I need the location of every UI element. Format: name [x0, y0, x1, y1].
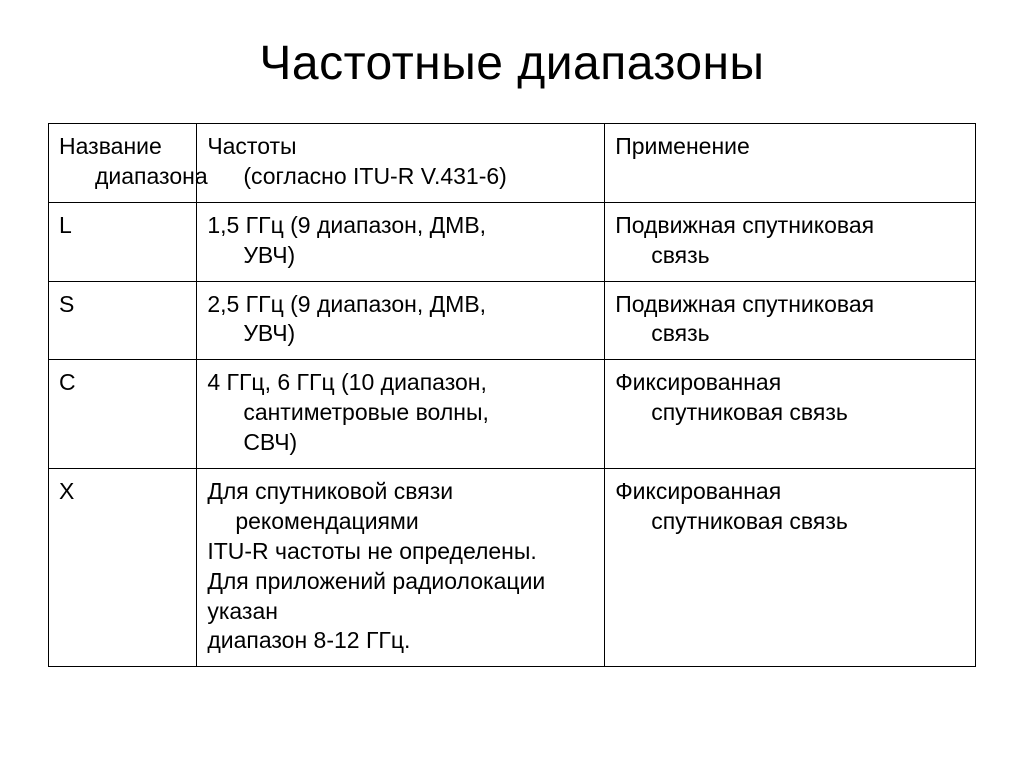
app-line: связь — [615, 241, 965, 271]
cell-freq: Для спутниковой связи рекомендациями ITU… — [197, 469, 605, 667]
header-freq-line1: Частоты — [207, 132, 594, 162]
cell-band: S — [49, 281, 197, 360]
cell-freq: 1,5 ГГц (9 диапазон, ДМВ, УВЧ) — [197, 202, 605, 281]
app-line: Фиксированная — [615, 368, 965, 398]
header-cell-app: Применение — [605, 124, 976, 203]
cell-band: L — [49, 202, 197, 281]
page-title: Частотные диапазоны — [48, 36, 976, 91]
app-line: Фиксированная — [615, 477, 965, 507]
app-line: Подвижная спутниковая — [615, 211, 965, 241]
header-app-text: Применение — [615, 132, 965, 162]
freq-line: диапазон 8-12 ГГц. — [207, 626, 594, 656]
cell-app: Подвижная спутниковая связь — [605, 281, 976, 360]
cell-freq: 4 ГГц, 6 ГГц (10 диапазон, сантиметровые… — [197, 360, 605, 469]
header-cell-freq: Частоты (согласно ITU-R V.431-6) — [197, 124, 605, 203]
table-row: X Для спутниковой связи рекомендациями I… — [49, 469, 976, 667]
freq-line: 2,5 ГГц (9 диапазон, ДМВ, — [207, 290, 594, 320]
cell-app: Фиксированная спутниковая связь — [605, 360, 976, 469]
slide: Частотные диапазоны Название диапазона Ч… — [0, 0, 1024, 767]
freq-line: 1,5 ГГц (9 диапазон, ДМВ, — [207, 211, 594, 241]
header-cell-band: Название диапазона — [49, 124, 197, 203]
freq-line: 4 ГГц, 6 ГГц (10 диапазон, — [207, 368, 594, 398]
table-row: C 4 ГГц, 6 ГГц (10 диапазон, сантиметров… — [49, 360, 976, 469]
app-line: связь — [615, 319, 965, 349]
cell-band: X — [49, 469, 197, 667]
app-line: спутниковая связь — [615, 507, 965, 537]
freq-line: УВЧ) — [207, 241, 594, 271]
freq-line: рекомендациями — [207, 507, 594, 537]
freq-line: сантиметровые волны, — [207, 398, 594, 428]
frequency-table: Название диапазона Частоты (согласно ITU… — [48, 123, 976, 667]
cell-band: C — [49, 360, 197, 469]
header-freq-line2: (согласно ITU-R V.431-6) — [207, 162, 594, 192]
table-row: L 1,5 ГГц (9 диапазон, ДМВ, УВЧ) Подвижн… — [49, 202, 976, 281]
cell-app: Подвижная спутниковая связь — [605, 202, 976, 281]
freq-line: Для спутниковой связи — [207, 477, 594, 507]
app-line: спутниковая связь — [615, 398, 965, 428]
freq-line: СВЧ) — [207, 428, 594, 458]
cell-freq: 2,5 ГГц (9 диапазон, ДМВ, УВЧ) — [197, 281, 605, 360]
app-line: Подвижная спутниковая — [615, 290, 965, 320]
header-band-text: Название диапазона — [59, 132, 186, 192]
cell-app: Фиксированная спутниковая связь — [605, 469, 976, 667]
freq-line: Для приложений радиолокации указан — [207, 567, 594, 627]
freq-line: ITU-R частоты не определены. — [207, 537, 594, 567]
freq-line: УВЧ) — [207, 319, 594, 349]
table-header-row: Название диапазона Частоты (согласно ITU… — [49, 124, 976, 203]
table-row: S 2,5 ГГц (9 диапазон, ДМВ, УВЧ) Подвижн… — [49, 281, 976, 360]
